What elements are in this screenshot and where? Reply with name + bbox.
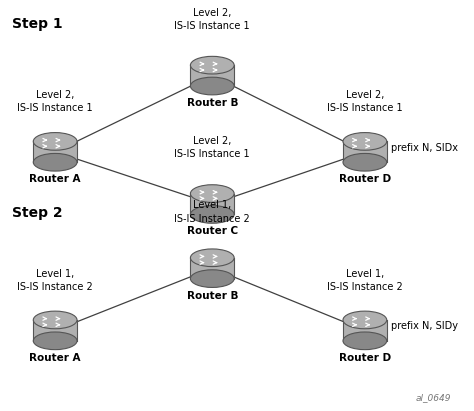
Text: Router B: Router B	[187, 291, 238, 301]
Text: Router C: Router C	[187, 226, 238, 236]
Text: Router D: Router D	[339, 353, 391, 363]
Ellipse shape	[191, 249, 234, 267]
Ellipse shape	[343, 332, 387, 350]
Ellipse shape	[343, 311, 387, 329]
Ellipse shape	[191, 77, 234, 95]
Bar	[33, 320, 77, 341]
Ellipse shape	[33, 311, 77, 329]
Text: Level 1,
IS-IS Instance 2: Level 1, IS-IS Instance 2	[327, 269, 403, 292]
Ellipse shape	[191, 185, 234, 202]
Ellipse shape	[33, 332, 77, 350]
Bar	[33, 141, 77, 162]
Bar	[191, 65, 234, 86]
Text: Router A: Router A	[29, 353, 81, 363]
Bar	[191, 258, 234, 279]
Ellipse shape	[191, 56, 234, 74]
Ellipse shape	[33, 133, 77, 150]
Text: Level 2,
IS-IS Instance 1: Level 2, IS-IS Instance 1	[18, 90, 93, 113]
Ellipse shape	[191, 206, 234, 223]
Text: Step 2: Step 2	[12, 206, 63, 219]
Text: Level 1,
IS-IS Instance 2: Level 1, IS-IS Instance 2	[174, 201, 250, 224]
Text: prefix N, SIDx: prefix N, SIDx	[391, 143, 458, 152]
Text: al_0649: al_0649	[416, 393, 451, 402]
Text: Step 1: Step 1	[12, 17, 63, 31]
Ellipse shape	[33, 153, 77, 171]
Text: Level 2,
IS-IS Instance 1: Level 2, IS-IS Instance 1	[174, 136, 250, 159]
Text: Router B: Router B	[187, 98, 238, 108]
Bar	[343, 320, 387, 341]
Text: Level 2,
IS-IS Instance 1: Level 2, IS-IS Instance 1	[174, 8, 250, 31]
Bar	[191, 194, 234, 215]
Text: prefix N, SIDy: prefix N, SIDy	[391, 321, 458, 331]
Text: Level 2,
IS-IS Instance 1: Level 2, IS-IS Instance 1	[327, 90, 403, 113]
Ellipse shape	[191, 270, 234, 287]
Bar	[343, 141, 387, 162]
Ellipse shape	[343, 133, 387, 150]
Text: Router D: Router D	[339, 174, 391, 184]
Ellipse shape	[343, 153, 387, 171]
Text: Router A: Router A	[29, 174, 81, 184]
Text: Level 1,
IS-IS Instance 2: Level 1, IS-IS Instance 2	[17, 269, 93, 292]
